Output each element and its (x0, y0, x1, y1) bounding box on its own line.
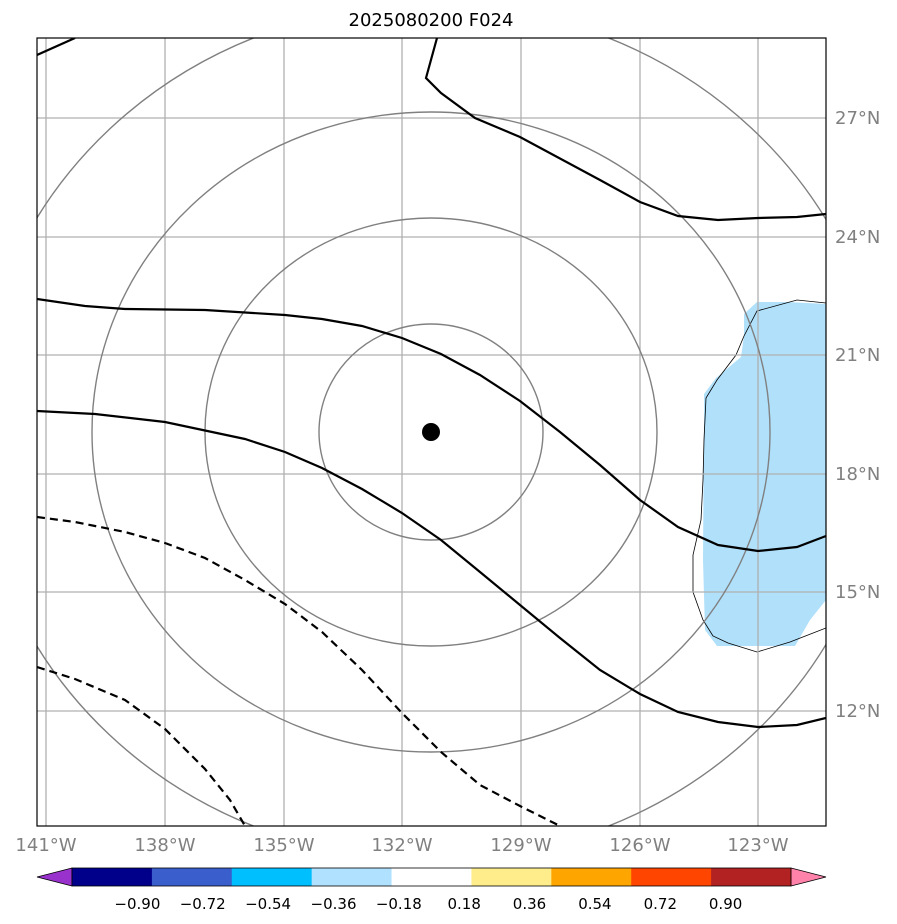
colorbar-tick-label: 0.18 (447, 895, 480, 913)
lon-tick-label: 138°W (134, 835, 195, 856)
distance-ring (204, 217, 658, 647)
contour-line (37, 38, 76, 57)
map-plot-area (36, 37, 827, 827)
colorbar-extend-high (790, 867, 827, 887)
solid-contours (37, 38, 826, 729)
lon-tick-label: 123°W (727, 835, 788, 856)
lon-tick-label: 135°W (253, 835, 314, 856)
colorbar-segment (311, 868, 393, 886)
lon-tick-label: 132°W (371, 835, 432, 856)
colorbar-extend-low (36, 867, 73, 887)
lat-tick-label: 21°N (835, 345, 880, 366)
lat-tick-label: 18°N (835, 464, 880, 485)
colorbar-tick-label: 0.36 (513, 895, 546, 913)
distance-ring (91, 111, 771, 753)
storm-center-marker (422, 423, 440, 441)
map-title: 2025080200 F024 (349, 10, 514, 31)
lon-tick-label: 141°W (15, 835, 76, 856)
contour-line (37, 665, 246, 826)
colorbar-tick-label: −0.36 (311, 895, 357, 913)
contour-line (37, 409, 826, 729)
colorbar-tick-label: 0.90 (709, 895, 742, 913)
colorbar-segment (551, 868, 632, 886)
lat-tick-label: 12°N (835, 701, 880, 722)
colorbar-tick-label: 0.54 (578, 895, 611, 913)
colorbar-tick-label: −0.72 (180, 895, 226, 913)
coastline (692, 299, 826, 653)
lat-gridlines (37, 117, 826, 712)
lat-axis: 27°N 24°N 21°N 18°N 15°N 12°N (835, 108, 880, 722)
contour-line (37, 515, 561, 826)
contour-line (424, 38, 826, 222)
colorbar-tick-label: −0.18 (376, 895, 422, 913)
colorbar-segment (231, 868, 313, 886)
colorbar: −0.90 −0.72 −0.54 −0.36 −0.18 0.18 0.36 … (36, 867, 827, 913)
colorbar-tick-label: 0.72 (644, 895, 677, 913)
lat-tick-label: 24°N (835, 227, 880, 248)
distance-ring (318, 323, 544, 541)
colorbar-segment (711, 868, 792, 886)
lon-tick-label: 126°W (609, 835, 670, 856)
contour-line (37, 297, 826, 553)
lon-tick-label: 129°W (490, 835, 551, 856)
colorbar-frame (71, 867, 792, 887)
dashed-contours (37, 515, 561, 826)
colorbar-tick-label: −0.54 (245, 895, 291, 913)
distance-rings (37, 38, 826, 826)
lat-tick-label: 15°N (835, 582, 880, 603)
lon-axis: 141°W 138°W 135°W 132°W 129°W 126°W 123°… (15, 835, 788, 856)
plot-frame (36, 37, 827, 827)
colorbar-segment (72, 868, 153, 886)
colorbar-segment (391, 868, 472, 886)
colorbar-segment (471, 868, 552, 886)
colorbar-segment (151, 868, 233, 886)
colorbar-tick-label: −0.90 (114, 895, 160, 913)
colorbar-segment (631, 868, 712, 886)
lat-tick-label: 27°N (835, 108, 880, 129)
